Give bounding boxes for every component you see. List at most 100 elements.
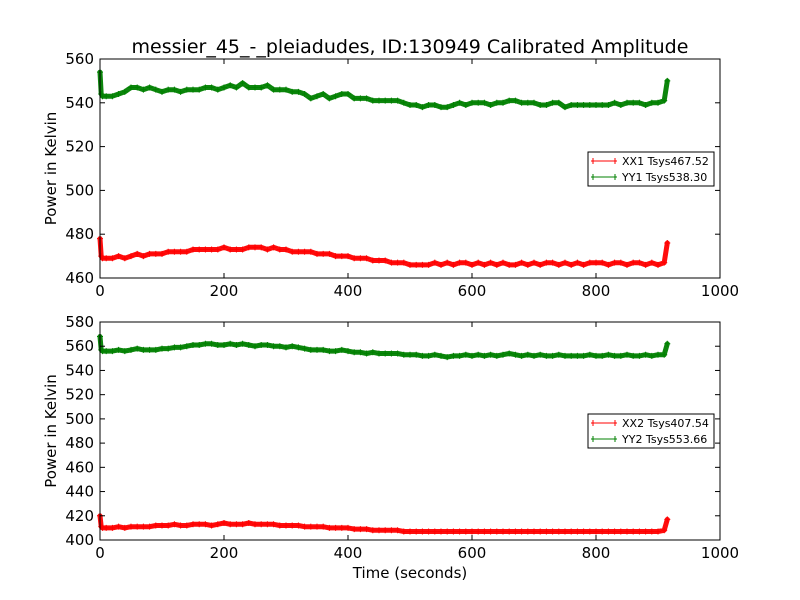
data-point [493,528,500,535]
data-point [332,93,339,100]
data-point [586,101,593,108]
data-point [543,528,550,535]
data-point [580,261,587,268]
data-point [617,528,624,535]
data-point [555,351,562,358]
data-point [636,99,643,106]
data-point [382,97,389,104]
data-point [469,352,475,359]
data-point [475,259,482,266]
data-point [283,344,289,351]
data-point [642,101,649,108]
data-point [140,253,147,260]
data-point [128,253,134,260]
data-point [661,527,668,534]
legend-swatch-marker [591,420,617,426]
data-point [624,528,630,535]
data-point [283,86,289,93]
data-point [664,340,671,347]
x-tick-label: 0 [95,282,105,300]
data-point [314,346,320,353]
data-point [121,348,128,355]
data-point [301,248,308,255]
data-point [655,99,661,106]
data-point [183,248,190,255]
data-point [146,346,153,353]
data-point [121,524,128,531]
data-point [227,521,234,528]
data-point [456,99,463,106]
data-point [562,259,568,266]
data-point [363,350,370,357]
legend-item-1: XX2 Tsys407.54 [591,417,709,430]
data-point [239,246,246,253]
data-point [165,522,172,529]
data-point [171,86,178,93]
data-point [146,84,153,91]
data-point [655,351,661,358]
data-point [103,348,110,355]
data-point [289,522,296,529]
data-point [636,352,643,359]
data-point [332,253,339,260]
data-point [524,528,531,535]
data-point [462,259,469,266]
data-point [214,86,221,93]
data-point [245,84,252,91]
data-point [611,528,618,535]
y-axis-label: Power in Kelvin [42,112,60,226]
data-point [543,259,550,266]
data-point [202,521,209,528]
data-point [664,239,671,246]
data-point [562,104,568,111]
data-point [314,93,320,100]
data-point [245,244,252,251]
data-point [661,259,668,266]
data-point [605,528,612,535]
x-axis-label: Time (seconds) [352,564,468,582]
data-point [555,99,562,106]
data-point [450,261,457,268]
data-point [239,340,246,347]
data-point [283,522,289,529]
data-point [258,521,265,528]
data-point [196,86,203,93]
data-point [183,343,190,350]
data-point [469,528,475,535]
data-point [400,528,407,535]
data-point [562,528,568,535]
x-tick-label: 400 [334,544,363,562]
data-point [487,101,494,108]
data-point [531,528,537,535]
data-point [152,86,159,93]
data-point [444,259,451,266]
data-point [159,250,165,257]
data-point [469,99,475,106]
data-point [115,346,122,353]
data-point [314,250,320,257]
data-point [444,528,451,535]
data-point [369,97,376,104]
data-point [103,524,110,531]
data-point [593,101,599,108]
data-point [245,520,252,527]
data-point [307,248,314,255]
data-point [506,528,513,535]
data-point [301,91,308,98]
x-tick-label: 200 [210,282,239,300]
data-point [369,527,376,534]
data-point [407,351,413,358]
data-point [190,521,196,528]
series-markers-1 [97,235,671,268]
data-point [413,351,420,358]
data-point [456,352,463,359]
data-point [524,261,531,268]
data-point [258,244,265,251]
data-point [593,259,599,266]
data-point [605,351,612,358]
data-point [413,528,420,535]
data-point [450,528,457,535]
data-point [140,346,147,353]
x-tick-label: 400 [334,282,363,300]
data-point [537,528,544,535]
